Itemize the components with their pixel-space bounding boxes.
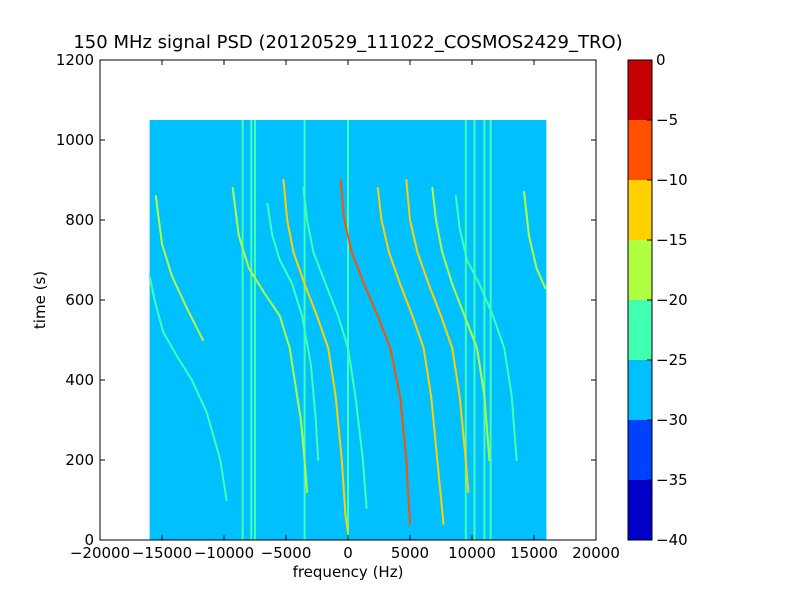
signal-trace [454,195,518,461]
x-axis-ticks: −20000 −15000 −10000 −5000 0 5000 10000 15000 20… [70,60,620,562]
y-tick-label: 0 [84,531,94,549]
colorbar-tick-label: −40 [656,531,688,549]
y-tick-label: 1200 [56,51,94,69]
colorbar-tick-label: −30 [656,411,688,429]
x-tick-label: 20000 [572,544,620,562]
colorbar-level [628,240,652,300]
x-tick-label: 0 [343,544,353,562]
colorbar-level [628,60,652,120]
y-axis-label: time (s) [31,271,49,329]
x-tick-label: 15000 [510,544,558,562]
signal-trace [266,203,320,461]
colorbar-level [628,420,652,480]
x-tick-label: −5000 [261,544,312,562]
colorbar-tick-label: −15 [656,231,688,249]
colorbar-tick-label: −20 [656,291,688,309]
x-tick-label: 5000 [391,544,429,562]
colorbar-tick-label: 0 [656,51,666,69]
plot-area: −20000 −15000 −10000 −5000 0 5000 10000 15000 20… [56,51,620,562]
colorbar: 0 −5 −10 −15 −20 −25 −30 −35 −40 [627,51,688,549]
signal-trace [523,191,547,289]
signal-trace [282,179,349,533]
y-tick-label: 400 [65,371,94,389]
y-tick-label: 1000 [56,131,94,149]
x-tick-label: −20000 [70,544,130,562]
colorbar-level [628,360,652,420]
signal-trace [302,187,368,509]
signal-trace [148,275,228,501]
psd-heatmap [148,120,547,540]
colorbar-tick-label: −10 [656,171,688,189]
signal-trace [154,195,204,341]
chart-title: 150 MHz signal PSD (20120529_111022_COSM… [73,32,622,53]
signal-trace [231,187,309,493]
x-axis-label: frequency (Hz) [293,563,404,581]
x-tick-label: −10000 [194,544,254,562]
colorbar-level [628,180,652,240]
colorbar-ticks: 0 −5 −10 −15 −20 −25 −30 −35 −40 [647,51,688,549]
colorbar-tick-label: −25 [656,351,688,369]
signal-trace [431,187,491,461]
x-tick-label: 10000 [448,544,496,562]
colorbar-level [628,300,652,360]
signal-trace [376,187,445,525]
colorbar-level [628,120,652,180]
y-tick-label: 800 [65,211,94,229]
y-axis-ticks: 0 200 400 600 800 1000 1200 [56,51,596,549]
colorbar-tick-label: −35 [656,471,688,489]
y-tick-label: 600 [65,291,94,309]
x-tick-label: −15000 [132,544,192,562]
colorbar-levels [628,60,652,540]
signal-trace [339,179,411,525]
colorbar-level [628,480,652,540]
y-tick-label: 200 [65,451,94,469]
signal-trace [405,179,470,493]
colorbar-tick-label: −5 [656,111,678,129]
